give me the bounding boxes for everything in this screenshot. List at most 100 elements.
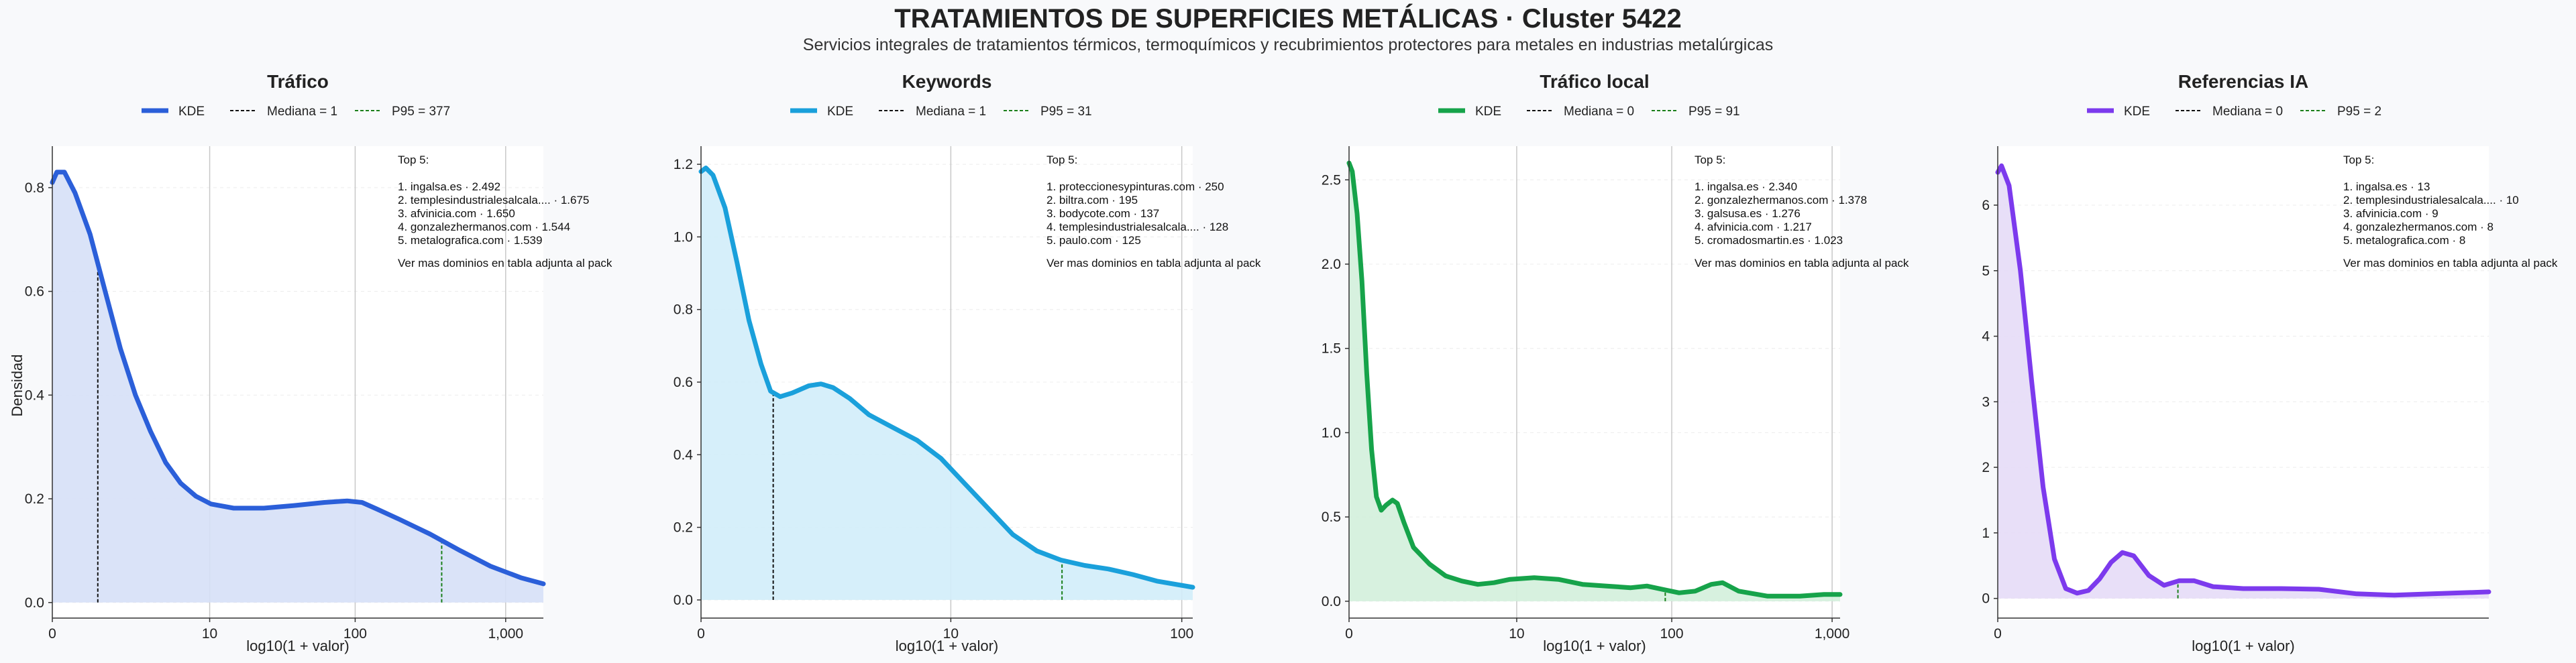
x-tick-label: 1,000	[488, 626, 524, 642]
top5-item: 3. afvinicia.com · 1.650	[398, 207, 515, 220]
legend-p95-label: P95 = 91	[1688, 105, 1740, 119]
y-axis-label: Densidad	[9, 355, 25, 417]
y-tick-label: 1.0	[674, 229, 693, 245]
legend-kde-label: KDE	[178, 105, 205, 119]
legend-kde-label: KDE	[2124, 105, 2150, 119]
top5-item: 2. biltra.com · 195	[1046, 194, 1138, 206]
x-axis-label: log10(1 + valor)	[896, 638, 998, 654]
y-tick-label: 0.0	[25, 595, 44, 611]
top5-title: Top 5:	[398, 154, 429, 166]
x-axis-label: log10(1 + valor)	[2192, 638, 2294, 654]
chart-panel-1: 0.0 0.2 0.4 0.6 0.8 0 10 100 1,000 log10(1 + valo…	[25, 71, 612, 654]
kde-area	[52, 172, 543, 603]
y-tick-label: 0.8	[674, 302, 693, 318]
y-tick-label: 0.8	[25, 180, 44, 196]
top5-title: Top 5:	[2343, 154, 2374, 166]
y-tick-label: 1.0	[1322, 425, 1341, 440]
figure-title: TRATAMIENTOS DE SUPERFICIES METÁLICAS · …	[894, 4, 1682, 34]
legend-p95-label: P95 = 31	[1040, 105, 1092, 119]
y-tick-label: 0.6	[674, 375, 693, 390]
top5-item: 2. templesindustrialesalcala.... · 10	[2343, 194, 2519, 206]
top5-item: 2. templesindustrialesalcala.... · 1.675	[398, 194, 589, 206]
x-tick-label: 0	[1345, 626, 1353, 642]
x-tick-label: 10	[202, 626, 217, 642]
y-tick-label: 3	[1982, 394, 1990, 410]
x-tick-label: 10	[1509, 626, 1524, 642]
kde-area	[1998, 166, 2489, 599]
x-tick-label: 100	[1170, 626, 1193, 642]
kde-line	[50, 170, 546, 587]
top5-item: 1. ingalsa.es · 13	[2343, 180, 2430, 193]
y-tick-label: 0.4	[25, 387, 45, 403]
kde-area	[1349, 163, 1840, 601]
top5-title: Top 5:	[1695, 154, 1725, 166]
kde-line	[1346, 160, 1843, 599]
y-tick-label: 0.2	[25, 491, 44, 507]
plot-area	[1998, 146, 2489, 618]
legend-kde-label: KDE	[1475, 105, 1501, 119]
y-tick-label: 1.2	[674, 157, 693, 172]
chart-panel-2: 0.0 0.2 0.4 0.6 0.8 1.0 1.2 0 10 100 log10(1 + val…	[674, 71, 1261, 654]
x-tick-label: 0	[48, 626, 56, 642]
chart-panel-4: 0 1 2 3 4 5 6 0 log10(1 + valor) Referencias IA KD…	[1982, 71, 2558, 654]
y-tick-label: 2.0	[1322, 257, 1341, 272]
y-tick-label: 1.5	[1322, 341, 1341, 357]
x-tick-label: 0	[1994, 626, 2002, 642]
top5-item: 2. gonzalezhermanos.com · 1.378	[1695, 194, 1867, 206]
top5-item: 5. metalografica.com · 8	[2343, 234, 2465, 247]
top5-item: 5. paulo.com · 125	[1046, 234, 1141, 247]
x-tick-label: 100	[1660, 626, 1684, 642]
panel-title: Tráfico local	[1540, 71, 1649, 92]
top5-item: 1. ingalsa.es · 2.340	[1695, 180, 1797, 193]
y-tick-label: 0.0	[674, 593, 693, 608]
y-tick-label: 0.4	[674, 447, 694, 463]
x-axis-label: log10(1 + valor)	[1543, 638, 1646, 654]
legend-p95-label: P95 = 2	[2337, 105, 2381, 119]
legend-kde-label: KDE	[827, 105, 853, 119]
y-tick-label: 0.0	[1322, 594, 1341, 609]
panel-title: Keywords	[902, 71, 992, 92]
y-tick-label: 2.5	[1322, 172, 1341, 188]
top5-note: Ver mas dominios en tabla adjunta al pac…	[398, 257, 612, 269]
figure-subtitle: Servicios integrales de tratamientos tér…	[802, 36, 1774, 54]
x-tick-label: 1,000	[1815, 626, 1850, 642]
kde-line	[698, 166, 1195, 590]
top5-item: 4. gonzalezhermanos.com · 8	[2343, 221, 2493, 233]
legend-p95-label: P95 = 377	[392, 105, 450, 119]
x-tick-label: 10	[943, 626, 959, 642]
legend-median-label: Mediana = 0	[1564, 105, 1634, 119]
top5-item: 3. afvinicia.com · 9	[2343, 207, 2438, 220]
panel-title: Tráfico	[267, 71, 329, 92]
y-tick-label: 0.6	[25, 284, 44, 300]
top5-note: Ver mas dominios en tabla adjunta al pac…	[1046, 257, 1261, 269]
top5-note: Ver mas dominios en tabla adjunta al pac…	[1695, 257, 1909, 269]
y-tick-label: 6	[1982, 198, 1990, 213]
top5-item: 1. ingalsa.es · 2.492	[398, 180, 500, 193]
top5-item: 5. metalografica.com · 1.539	[398, 234, 542, 247]
top5-item: 3. galsusa.es · 1.276	[1695, 207, 1801, 220]
y-tick-label: 4	[1982, 329, 1990, 345]
y-tick-label: 5	[1982, 263, 1990, 279]
top5-item: 4. templesindustrialesalcala.... · 128	[1046, 221, 1228, 233]
chart-panel-3: 0.0 0.5 1.0 1.5 2.0 2.5 0 10 100 1,000 log10(1 + v…	[1322, 71, 1909, 654]
top5-item: 5. cromadosmartin.es · 1.023	[1695, 234, 1843, 247]
top5-title: Top 5:	[1046, 154, 1077, 166]
top5-note: Ver mas dominios en tabla adjunta al pac…	[2343, 257, 2558, 269]
top5-item: 3. bodycote.com · 137	[1046, 207, 1159, 220]
x-tick-label: 100	[343, 626, 367, 642]
top5-item: 1. proteccionesypinturas.com · 250	[1046, 180, 1224, 193]
x-axis-label: log10(1 + valor)	[246, 638, 349, 654]
plot-area	[1349, 146, 1840, 618]
top5-item: 4. gonzalezhermanos.com · 1.544	[398, 221, 570, 233]
legend-median-label: Mediana = 1	[916, 105, 986, 119]
panel-title: Referencias IA	[2178, 71, 2309, 92]
x-tick-label: 0	[697, 626, 705, 642]
kde-area	[701, 168, 1193, 600]
y-tick-label: 0.2	[674, 520, 693, 536]
y-tick-label: 2	[1982, 460, 1990, 475]
top5-item: 4. afvinicia.com · 1.217	[1695, 221, 1812, 233]
kde-line	[1995, 163, 2491, 598]
legend-median-label: Mediana = 0	[2212, 105, 2283, 119]
y-tick-label: 1	[1982, 526, 1990, 541]
